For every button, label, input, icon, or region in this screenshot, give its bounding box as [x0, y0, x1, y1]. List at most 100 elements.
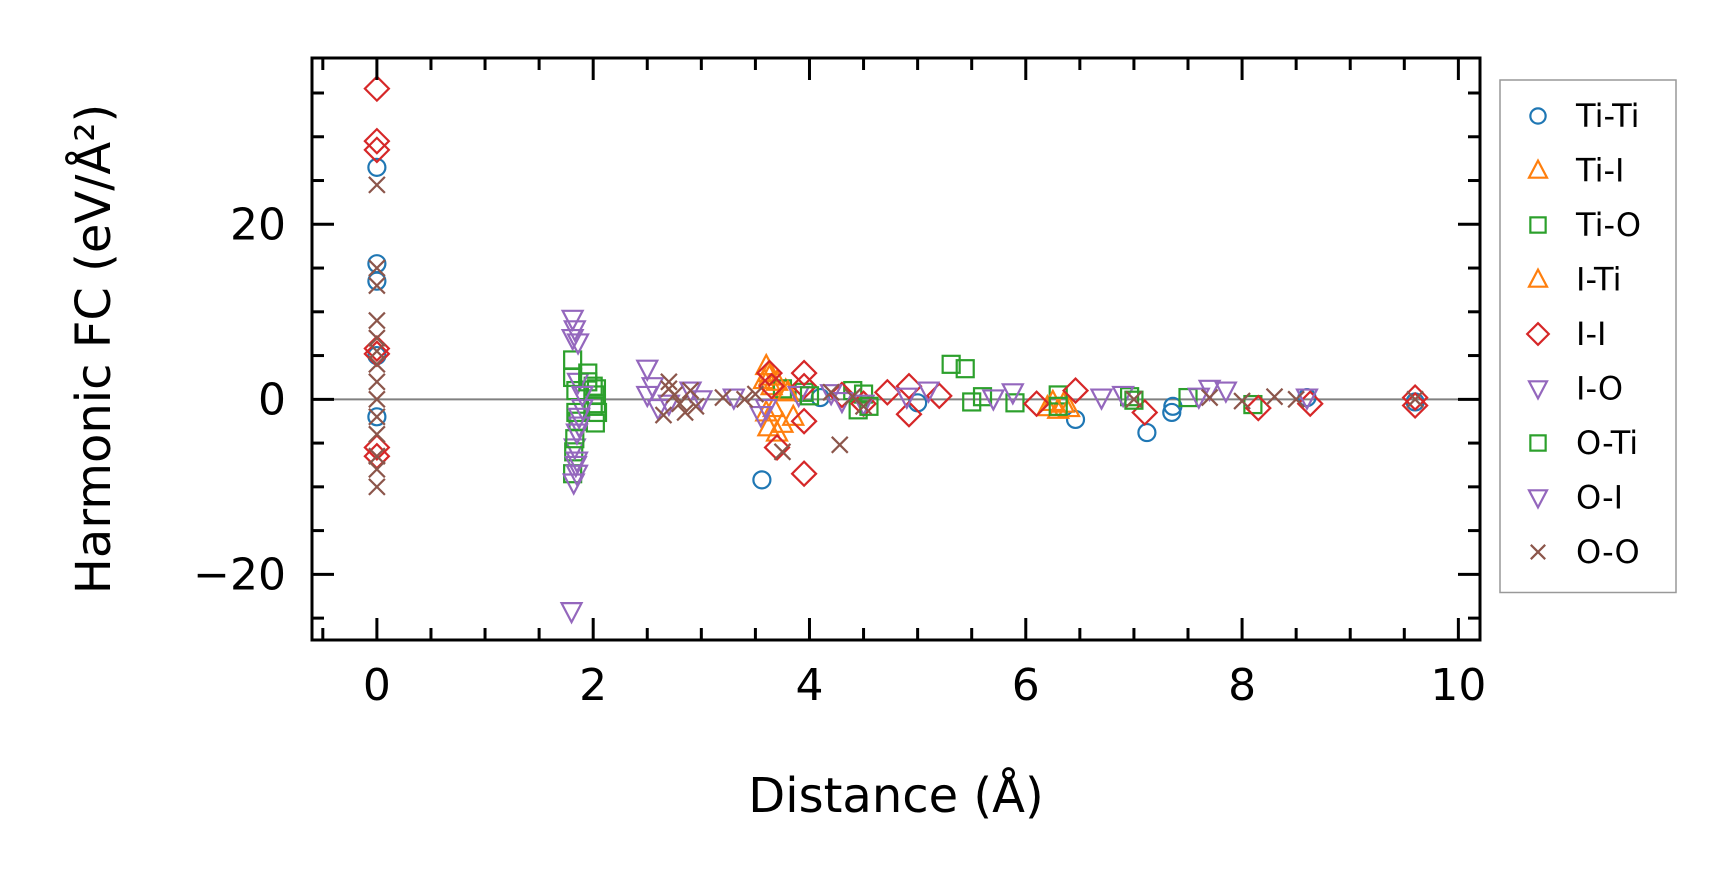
data-point — [368, 425, 386, 444]
data-point — [790, 372, 818, 400]
legend-marker — [1529, 216, 1547, 234]
legend-label: Ti-Ti — [1575, 97, 1640, 135]
data-point — [830, 436, 849, 454]
data-point — [1405, 392, 1425, 412]
data-point — [1214, 381, 1238, 404]
data-point — [660, 373, 678, 391]
data-point — [756, 413, 781, 437]
series-i-i — [363, 75, 1429, 488]
data-point — [790, 359, 818, 387]
data-point — [654, 406, 673, 424]
data-point — [565, 451, 589, 474]
data-point — [895, 372, 923, 400]
x-axis-label: Distance (Å) — [748, 767, 1043, 824]
data-point — [941, 354, 961, 374]
data-point — [972, 387, 993, 407]
legend-label: I-O — [1576, 370, 1623, 408]
legend-marker — [1527, 158, 1549, 179]
data-point — [981, 389, 1006, 412]
data-point — [570, 385, 595, 409]
data-point — [1057, 394, 1081, 418]
data-point — [368, 329, 386, 347]
data-point — [822, 383, 840, 402]
data-point — [776, 378, 800, 402]
data-point — [368, 176, 386, 194]
data-point — [363, 75, 391, 103]
data-point — [660, 380, 678, 398]
data-point — [1000, 383, 1025, 406]
legend-marker — [1529, 107, 1547, 125]
legend-marker — [1525, 321, 1551, 347]
data-point — [560, 328, 585, 352]
series-i-o — [559, 309, 1319, 625]
data-point — [566, 333, 590, 356]
data-point — [368, 276, 386, 295]
data-point — [758, 372, 786, 400]
data-point — [1005, 393, 1025, 413]
data-point — [586, 379, 607, 399]
data-point — [368, 373, 386, 391]
data-point — [1265, 387, 1284, 406]
data-point — [1197, 379, 1222, 403]
data-point — [895, 400, 923, 428]
data-point — [799, 386, 820, 406]
data-point — [916, 381, 941, 404]
data-point — [752, 470, 772, 490]
data-point — [687, 397, 705, 416]
data-point — [773, 443, 792, 461]
data-point — [368, 460, 386, 479]
legend-label: Ti-O — [1575, 206, 1641, 244]
legend-label: O-I — [1576, 479, 1623, 517]
data-point — [1162, 402, 1182, 423]
data-point — [1131, 398, 1159, 427]
series-o-ti — [563, 367, 1144, 449]
legend-marker — [1527, 267, 1549, 288]
x-tick-label: 0 — [363, 660, 391, 711]
data-point — [1048, 396, 1068, 416]
data-point — [1200, 388, 1219, 407]
data-point — [1124, 390, 1144, 410]
series-o-o — [368, 176, 1424, 496]
data-point — [962, 392, 982, 412]
legend-marker — [1530, 544, 1546, 560]
plot-frame — [310, 56, 1482, 642]
data-point — [854, 397, 873, 416]
data-point — [681, 381, 700, 400]
data-point — [565, 429, 585, 449]
data-point — [859, 396, 879, 416]
data-point — [367, 254, 387, 274]
data-point — [790, 407, 818, 435]
legend-label: I-I — [1576, 315, 1606, 353]
tick-labels: 0 2 4 6 8 10 −20 0 20 — [193, 199, 1486, 711]
data-point — [754, 398, 779, 422]
data-point — [873, 378, 901, 406]
legend-label: I-Ti — [1576, 261, 1622, 299]
data-point — [1401, 391, 1429, 420]
data-point — [368, 408, 386, 426]
data-point — [819, 384, 843, 407]
data-point — [1065, 409, 1086, 430]
x-tick-label: 4 — [795, 660, 823, 711]
data-point — [786, 385, 811, 409]
data-point — [635, 359, 660, 383]
data-point — [368, 478, 386, 496]
data-point — [955, 359, 975, 379]
data-point — [1040, 388, 1065, 412]
data-point — [1023, 390, 1051, 418]
y-tick-label: 20 — [230, 199, 286, 250]
legend: Ti-Ti Ti-I Ti-O I-Ti I-I I-O O-Ti O-I O-O — [1499, 79, 1677, 594]
data-point — [559, 602, 584, 625]
legend-marker — [1529, 434, 1547, 452]
data-point — [368, 390, 386, 409]
data-point — [561, 473, 586, 496]
data-point — [646, 398, 670, 422]
data-point — [368, 311, 386, 330]
data-point — [363, 433, 391, 462]
data-point — [567, 416, 591, 439]
axis-ticks — [312, 58, 1480, 640]
x-tick-label: 10 — [1430, 660, 1486, 711]
data-point — [843, 380, 863, 401]
data-point — [1061, 377, 1090, 405]
data-markers — [363, 75, 1429, 625]
